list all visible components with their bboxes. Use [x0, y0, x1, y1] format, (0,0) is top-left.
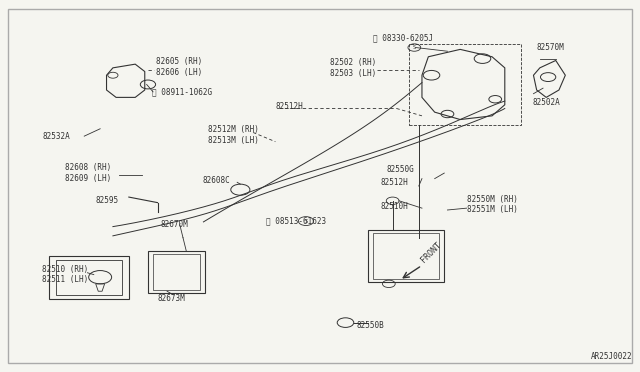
- Text: 82512M (RH)
82513M (LH): 82512M (RH) 82513M (LH): [209, 125, 259, 145]
- Bar: [49, 256, 129, 299]
- Bar: [373, 233, 439, 279]
- Text: Ⓢ 08513-61623: Ⓢ 08513-61623: [266, 217, 326, 225]
- Bar: [148, 251, 205, 293]
- Text: 82550G: 82550G: [387, 165, 415, 174]
- Text: FRONT: FRONT: [419, 240, 443, 264]
- Text: Ⓢ 08330-6205J: Ⓢ 08330-6205J: [373, 34, 433, 43]
- Text: 82673M: 82673M: [157, 294, 185, 303]
- Text: 82512H: 82512H: [275, 102, 303, 111]
- Bar: [368, 230, 444, 282]
- Text: 82608 (RH)
82609 (LH): 82608 (RH) 82609 (LH): [65, 163, 111, 183]
- Bar: [153, 254, 200, 290]
- Text: S: S: [413, 45, 416, 50]
- Text: 82605 (RH)
82606 (LH): 82605 (RH) 82606 (LH): [156, 57, 202, 77]
- Text: ⓝ 08911-1062G: ⓝ 08911-1062G: [152, 87, 212, 96]
- Text: 82510 (RH)
82511 (LH): 82510 (RH) 82511 (LH): [42, 265, 88, 284]
- Text: 82510H: 82510H: [381, 202, 408, 211]
- Text: S: S: [305, 219, 308, 224]
- Text: 82550B: 82550B: [356, 321, 384, 330]
- Text: AR25J0022: AR25J0022: [591, 352, 632, 361]
- Text: 82502 (RH)
82503 (LH): 82502 (RH) 82503 (LH): [330, 58, 376, 77]
- Bar: [409, 44, 521, 125]
- Text: 82550M (RH)
82551M (LH): 82550M (RH) 82551M (LH): [467, 195, 517, 214]
- Text: 82595: 82595: [96, 196, 119, 205]
- Text: 82608C: 82608C: [202, 176, 230, 185]
- Text: 82502A: 82502A: [532, 99, 560, 108]
- Text: 82670M: 82670M: [161, 220, 188, 229]
- Text: 82512H: 82512H: [381, 178, 408, 187]
- Text: 82570M: 82570M: [537, 43, 564, 52]
- Text: 82532A: 82532A: [43, 132, 70, 141]
- Bar: [56, 260, 122, 295]
